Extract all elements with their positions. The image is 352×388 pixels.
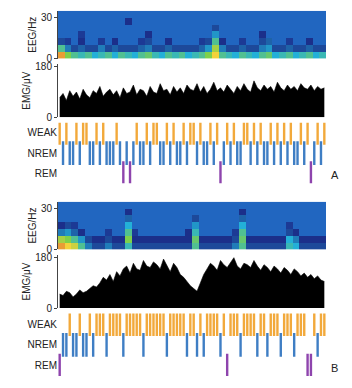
svg-text:NREM: NREM xyxy=(28,148,57,159)
svg-text:30: 30 xyxy=(41,12,53,23)
svg-text:0: 0 xyxy=(46,53,52,64)
svg-text:EMG/μV: EMG/μV xyxy=(21,262,32,300)
svg-text:0: 0 xyxy=(46,244,52,255)
svg-text:REM: REM xyxy=(35,360,57,371)
svg-text:EEG/Hz: EEG/Hz xyxy=(27,207,38,243)
svg-text:A: A xyxy=(331,169,339,181)
svg-text:180: 180 xyxy=(35,61,52,72)
svg-text:EEG/Hz: EEG/Hz xyxy=(27,17,38,53)
svg-text:NREM: NREM xyxy=(28,339,57,350)
svg-text:WEAK: WEAK xyxy=(28,127,58,138)
svg-text:EMG/μV: EMG/μV xyxy=(21,71,32,109)
svg-text:0: 0 xyxy=(46,112,52,123)
svg-text:30: 30 xyxy=(41,203,53,214)
svg-text:B: B xyxy=(331,362,338,374)
svg-text:WEAK: WEAK xyxy=(28,319,58,330)
svg-text:REM: REM xyxy=(35,168,57,179)
svg-text:180: 180 xyxy=(35,252,52,263)
svg-text:0: 0 xyxy=(46,303,52,314)
